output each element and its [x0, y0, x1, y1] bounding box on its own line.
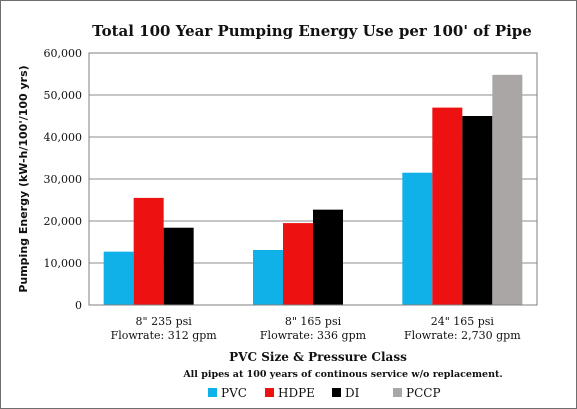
category-label-line1: 8" 165 psi: [285, 315, 342, 328]
x-axis-label: PVC Size & Pressure Class: [229, 350, 407, 364]
bar-pccp-3: [492, 74, 523, 305]
y-tick-label: 50,000: [44, 89, 83, 102]
bar-di-2: [313, 209, 343, 305]
y-axis-label: Pumping Energy (kW-h/100'/100 yrs): [17, 65, 30, 292]
y-tick-label: 0: [75, 299, 82, 312]
category-label-line1: 8" 235 psi: [136, 315, 193, 328]
chart-title: Total 100 Year Pumping Energy Use per 10…: [92, 22, 532, 40]
legend-label-pccp: PCCP: [406, 386, 441, 400]
bar-pvc-3: [402, 172, 433, 305]
legend-label-hdpe: HDPE: [278, 386, 315, 400]
y-tick-label: 60,000: [44, 47, 83, 60]
plot-border: [88, 52, 538, 306]
category-label-line2: Flowrate: 336 gpm: [260, 329, 367, 342]
bars: [103, 74, 523, 305]
category-label-line2: Flowrate: 2,730 gpm: [404, 329, 521, 342]
legend-swatch-pccp: [393, 388, 402, 397]
legend-label-pvc: PVC: [221, 386, 247, 400]
bar-hdpe-1: [133, 197, 164, 305]
legend-swatch-hdpe: [265, 388, 274, 397]
y-axis-ticks: 0 10,000 20,000 30,000 40,000 50,000 60,000: [44, 47, 83, 312]
y-tick-label: 30,000: [44, 173, 83, 186]
bar-di-3: [462, 116, 493, 305]
chart-note: All pipes at 100 years of continous serv…: [182, 369, 502, 380]
bar-pvc-1: [103, 251, 134, 305]
legend-swatch-pvc: [208, 388, 217, 397]
legend: PVC HDPE DI PCCP: [208, 386, 441, 400]
legend-swatch-di: [332, 388, 341, 397]
category-label-line2: Flowrate: 312 gpm: [111, 329, 218, 342]
bar-hdpe-2: [283, 223, 313, 305]
y-tick-label: 40,000: [44, 131, 83, 144]
legend-label-di: DI: [345, 386, 360, 400]
y-tick-label: 20,000: [44, 215, 83, 228]
bar-di-1: [163, 227, 194, 305]
y-tick-label: 10,000: [44, 257, 83, 270]
bar-hdpe-3: [432, 107, 463, 305]
category-label-line1: 24" 165 psi: [431, 315, 495, 328]
bar-pvc-2: [253, 249, 283, 305]
